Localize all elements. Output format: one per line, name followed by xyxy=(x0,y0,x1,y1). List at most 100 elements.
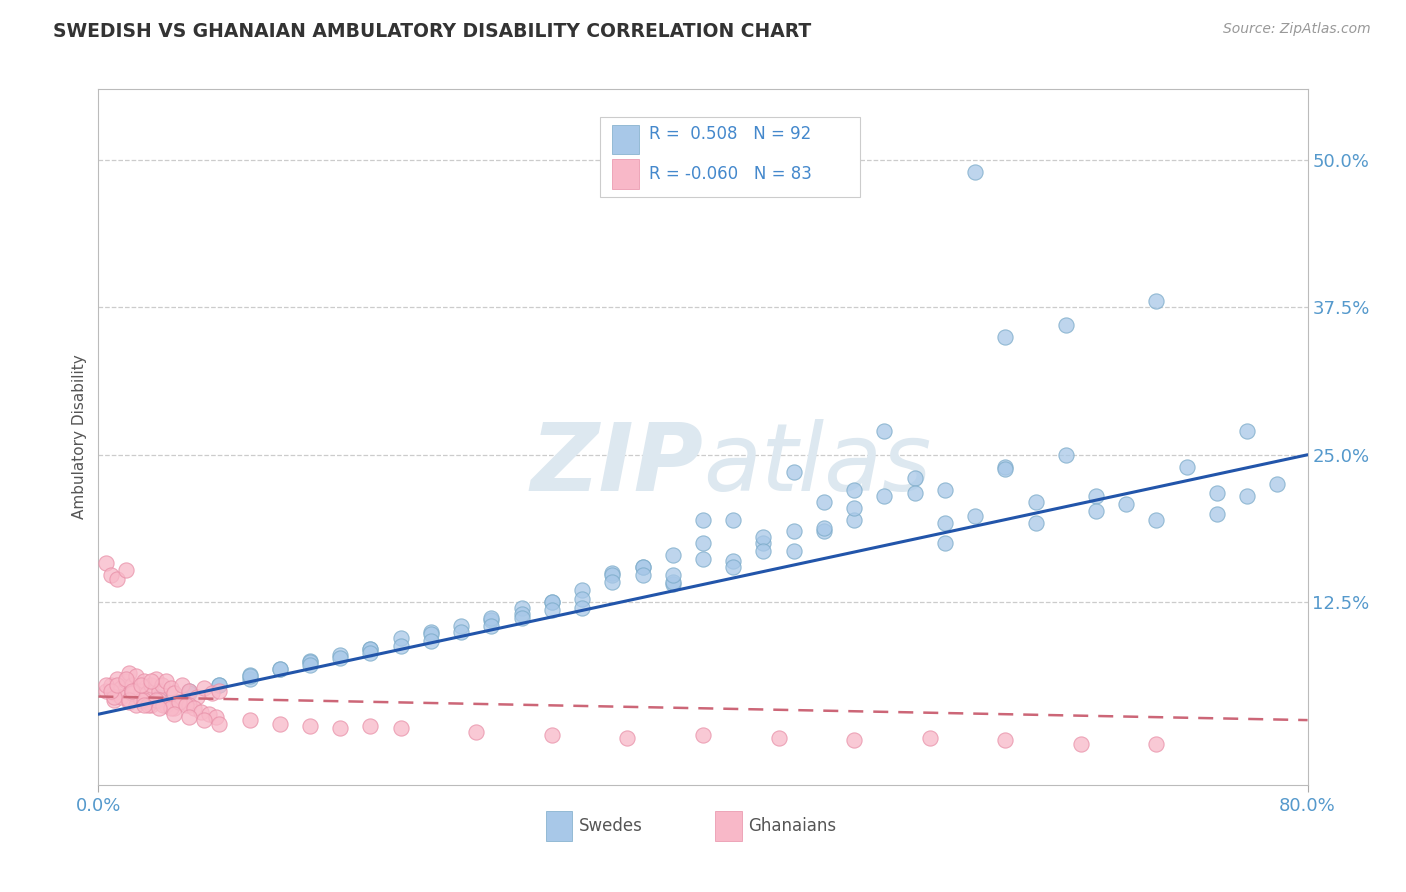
Point xyxy=(1085,504,1108,518)
Point xyxy=(360,719,382,733)
Point xyxy=(510,601,533,615)
Point xyxy=(148,701,170,715)
Bar xyxy=(613,125,638,154)
Point xyxy=(132,674,155,689)
Point xyxy=(465,725,488,739)
Point xyxy=(163,707,186,722)
Point xyxy=(965,165,987,179)
Point xyxy=(148,693,170,707)
Point xyxy=(145,672,167,686)
Point xyxy=(616,731,638,745)
Point xyxy=(692,513,714,527)
Point xyxy=(183,701,205,715)
Point xyxy=(571,601,593,615)
Point xyxy=(208,678,231,692)
Point xyxy=(783,466,806,480)
Point xyxy=(239,668,262,682)
Point xyxy=(269,662,291,676)
Point xyxy=(193,681,215,696)
Point xyxy=(994,733,1017,747)
Point xyxy=(1054,448,1077,462)
Point xyxy=(1267,477,1289,491)
Point xyxy=(179,683,201,698)
Point xyxy=(844,483,866,497)
Text: Ghanaians: Ghanaians xyxy=(748,817,835,835)
Point xyxy=(481,610,503,624)
Point xyxy=(141,674,163,689)
Point xyxy=(389,631,412,645)
Point xyxy=(994,330,1017,344)
Point xyxy=(129,693,152,707)
Point xyxy=(510,610,533,624)
Bar xyxy=(613,160,638,189)
Point xyxy=(103,686,125,700)
Point xyxy=(201,686,224,700)
Point xyxy=(160,681,183,696)
Point xyxy=(155,674,177,689)
Point xyxy=(208,683,231,698)
Point xyxy=(661,548,683,562)
Point xyxy=(934,483,956,497)
Point xyxy=(1144,513,1167,527)
Point xyxy=(299,719,322,733)
Point xyxy=(994,459,1017,474)
Point xyxy=(783,524,806,539)
Point xyxy=(723,513,745,527)
Point xyxy=(752,530,775,544)
Point xyxy=(114,674,136,689)
Point xyxy=(118,665,141,680)
Point xyxy=(1115,497,1137,511)
Point xyxy=(631,568,654,582)
Point xyxy=(844,733,866,747)
Point xyxy=(105,678,128,692)
Point xyxy=(269,716,291,731)
Point xyxy=(160,701,183,715)
Point xyxy=(148,690,170,704)
Point xyxy=(136,698,159,712)
Point xyxy=(150,678,173,692)
Point xyxy=(661,575,683,590)
Point xyxy=(1206,507,1229,521)
Point xyxy=(186,690,208,704)
Point xyxy=(269,662,291,676)
Point xyxy=(167,695,190,709)
Point xyxy=(481,613,503,627)
Point xyxy=(155,698,177,712)
Point xyxy=(190,705,212,719)
Point xyxy=(450,624,472,639)
Point xyxy=(540,595,562,609)
Text: Source: ZipAtlas.com: Source: ZipAtlas.com xyxy=(1223,22,1371,37)
Point xyxy=(205,709,228,723)
Point xyxy=(125,698,148,712)
Point xyxy=(100,678,122,692)
Point xyxy=(420,624,443,639)
Point xyxy=(105,572,128,586)
Point xyxy=(94,678,117,692)
Point xyxy=(114,672,136,686)
Point xyxy=(110,681,132,696)
Point xyxy=(179,686,201,700)
Point xyxy=(1206,485,1229,500)
Point xyxy=(105,672,128,686)
Point xyxy=(1085,489,1108,503)
Point xyxy=(179,698,201,712)
Point xyxy=(631,559,654,574)
Text: ZIP: ZIP xyxy=(530,419,703,511)
Point xyxy=(163,701,186,715)
Bar xyxy=(546,812,572,840)
Point xyxy=(197,707,219,722)
Point xyxy=(571,583,593,598)
Point xyxy=(170,678,193,692)
Point xyxy=(110,690,132,704)
Point xyxy=(1024,516,1046,531)
Text: atlas: atlas xyxy=(703,419,931,510)
Point xyxy=(148,683,170,698)
Point xyxy=(631,559,654,574)
Point xyxy=(540,728,562,742)
Point xyxy=(329,722,352,736)
Point xyxy=(752,536,775,550)
Point xyxy=(723,559,745,574)
Point xyxy=(844,500,866,515)
Point xyxy=(1144,294,1167,309)
Point xyxy=(723,554,745,568)
